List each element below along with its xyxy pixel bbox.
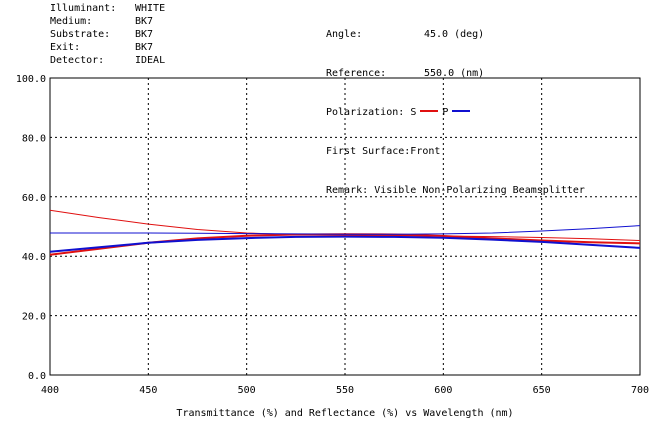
header-value: IDEAL (135, 55, 166, 66)
header-row: Illuminant: WHITE (50, 2, 165, 15)
polarization-label: Polarization: (326, 107, 405, 118)
series-line-s-0 (49, 209, 641, 241)
x-tick-label: 500 (238, 385, 256, 396)
y-tick-label: 20.0 (22, 312, 46, 323)
header-row: Exit: BK7 (50, 41, 165, 54)
reference-label: Reference: (326, 68, 387, 79)
y-tick-label: 40.0 (22, 252, 46, 263)
p-label: P (442, 107, 449, 118)
header-row: Substrate: BK7 (50, 28, 165, 41)
remark-value: Visible Non-Polarizing Beamsplitter (374, 185, 585, 196)
plot-frame (49, 77, 641, 376)
header-row: Medium: BK7 (50, 15, 165, 28)
reference-value: 550.0 (nm) (424, 68, 485, 79)
header-value: BK7 (135, 29, 154, 40)
s-legend-line (420, 110, 439, 112)
first-surface-label: First Surface: (326, 146, 411, 157)
p-legend-line (452, 110, 471, 112)
x-tick-label: 700 (631, 385, 649, 396)
header-value: BK7 (135, 16, 154, 27)
first-surface-value: Front (410, 146, 441, 157)
x-axis-title: Transmittance (%) and Reflectance (%) vs… (176, 408, 514, 419)
reference-row: Reference: 550.0 (nm) (326, 67, 585, 80)
s-label: S (410, 107, 417, 118)
angle-label: Angle: (326, 29, 363, 40)
header-row: Detector: IDEAL (50, 54, 165, 67)
x-tick-label: 450 (139, 385, 157, 396)
remark-row: Remark: Visible Non-Polarizing Beamsplit… (326, 184, 585, 197)
series-line-p-2 (50, 225, 641, 235)
header-label: Exit: (50, 42, 81, 53)
header-left: Illuminant: WHITE Medium: BK7 Substrate: BK7 E… (50, 2, 165, 67)
header-label: Detector: (50, 55, 105, 66)
chart: 0.0 20.0 40.0 60.0 80.0 100.0 400 450 500 550 600 6… (16, 74, 649, 396)
x-tick-label: 600 (434, 385, 452, 396)
angle-row: Angle: 45.0 (deg) (326, 28, 585, 41)
y-tick-label: 60.0 (22, 193, 46, 204)
header-label: Substrate: (50, 29, 111, 40)
header-label: Illuminant: (50, 3, 117, 14)
series-line-p-3 (49, 235, 641, 253)
x-tick-label: 400 (41, 385, 59, 396)
x-tick-label: 650 (533, 385, 551, 396)
y-tick-label: 80.0 (22, 133, 46, 144)
x-tick-label: 550 (336, 385, 354, 396)
polarization-row: Polarization: S P (326, 106, 585, 119)
header-right: Angle: 45.0 (deg) Reference: 550.0 (nm) Po… (326, 2, 585, 210)
header-label: Medium: (50, 16, 93, 27)
remark-label: Remark: (326, 185, 369, 196)
first-surface-row: First Surface:Front (326, 145, 585, 158)
angle-value: 45.0 (deg) (424, 29, 485, 40)
header-value: WHITE (135, 3, 166, 14)
y-tick-label: 100.0 (16, 74, 46, 85)
y-tick-label: 0.0 (28, 371, 46, 382)
header-value: BK7 (135, 42, 154, 53)
